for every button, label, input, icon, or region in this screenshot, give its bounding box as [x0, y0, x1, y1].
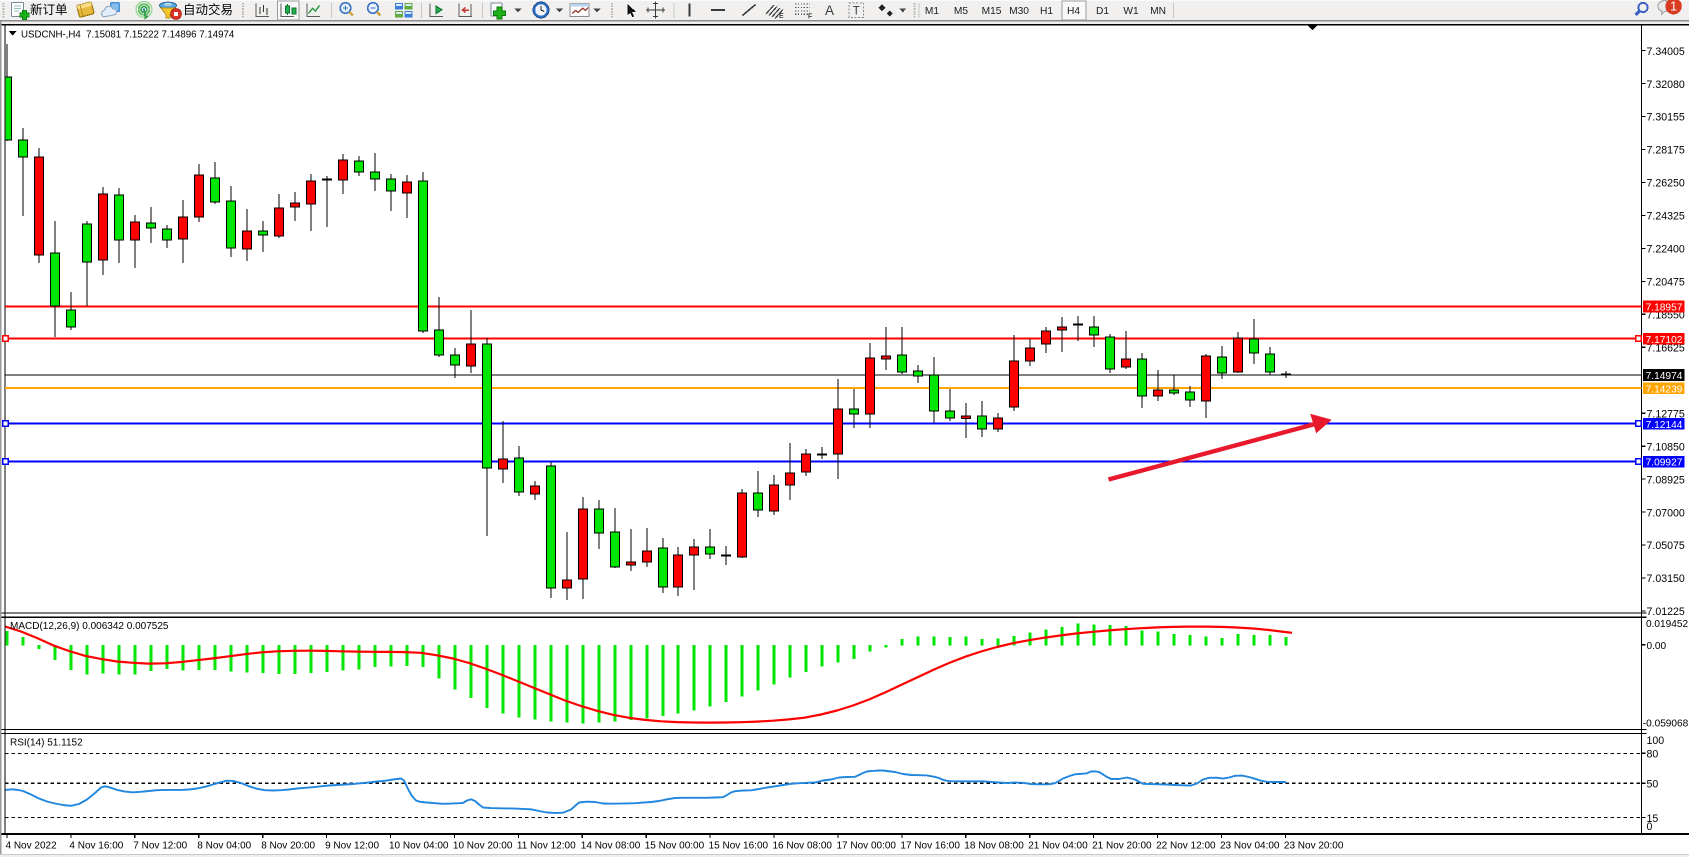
svg-text:15: 15 [1647, 813, 1659, 825]
svg-text:新订单: 新订单 [30, 2, 68, 17]
svg-text:4 Nov 2022: 4 Nov 2022 [6, 841, 58, 852]
svg-text:A: A [825, 3, 834, 18]
svg-text:7.22400: 7.22400 [1647, 244, 1685, 256]
svg-text:7.08925: 7.08925 [1647, 474, 1685, 486]
svg-text:17 Nov 00:00: 17 Nov 00:00 [837, 841, 897, 852]
svg-text:7.09927: 7.09927 [1646, 458, 1683, 469]
svg-text:自动交易: 自动交易 [183, 2, 233, 17]
svg-text:RSI(14) 51.1152: RSI(14) 51.1152 [10, 738, 83, 749]
svg-text:F: F [808, 14, 812, 21]
svg-text:100: 100 [1647, 735, 1665, 747]
svg-text:7.20475: 7.20475 [1647, 277, 1685, 289]
svg-text:E: E [779, 13, 784, 20]
svg-text:8 Nov 20:00: 8 Nov 20:00 [261, 841, 315, 852]
svg-text:7.07000: 7.07000 [1647, 507, 1685, 519]
svg-text:MACD(12,26,9) 0.006342 0.00752: MACD(12,26,9) 0.006342 0.007525 [10, 621, 169, 632]
svg-text:7.12144: 7.12144 [1646, 420, 1683, 431]
svg-text:8 Nov 04:00: 8 Nov 04:00 [197, 841, 251, 852]
svg-text:23 Nov 20:00: 23 Nov 20:00 [1284, 841, 1344, 852]
svg-text:15 Nov 16:00: 15 Nov 16:00 [709, 841, 769, 852]
svg-text:7.10850: 7.10850 [1647, 441, 1685, 453]
svg-text:0.019452: 0.019452 [1646, 619, 1688, 630]
svg-text:7.26250: 7.26250 [1647, 178, 1685, 190]
svg-text:9 Nov 12:00: 9 Nov 12:00 [325, 841, 379, 852]
svg-text:7.05075: 7.05075 [1647, 540, 1685, 552]
svg-text:7.14239: 7.14239 [1646, 384, 1683, 395]
svg-text:7.24325: 7.24325 [1647, 211, 1685, 223]
svg-text:7.16625: 7.16625 [1647, 343, 1685, 355]
svg-text:1: 1 [1670, 0, 1677, 14]
svg-text:7.03150: 7.03150 [1647, 573, 1685, 585]
svg-text:7.30155: 7.30155 [1647, 112, 1685, 124]
svg-text:50: 50 [1647, 779, 1659, 791]
svg-text:7 Nov 12:00: 7 Nov 12:00 [133, 841, 187, 852]
svg-text:10 Nov 20:00: 10 Nov 20:00 [453, 841, 513, 852]
svg-text:M30: M30 [1009, 6, 1029, 17]
svg-text:21 Nov 20:00: 21 Nov 20:00 [1092, 841, 1152, 852]
svg-text:21 Nov 04:00: 21 Nov 04:00 [1028, 841, 1088, 852]
svg-text:14 Nov 08:00: 14 Nov 08:00 [581, 841, 641, 852]
svg-text:16 Nov 08:00: 16 Nov 08:00 [773, 841, 833, 852]
svg-text:7.17102: 7.17102 [1646, 335, 1683, 346]
svg-text:7.01225: 7.01225 [1647, 606, 1685, 618]
svg-text:0.00: 0.00 [1647, 641, 1667, 652]
svg-text:7.14974: 7.14974 [1646, 371, 1683, 382]
svg-text:D1: D1 [1096, 6, 1109, 17]
svg-text:4 Nov 16:00: 4 Nov 16:00 [69, 841, 123, 852]
svg-text:M5: M5 [954, 6, 968, 17]
svg-text:USDCNH-,H4 7.15081 7.15222 7.: USDCNH-,H4 7.15081 7.15222 7.14896 7.149… [21, 30, 235, 41]
svg-text:80: 80 [1647, 748, 1659, 760]
svg-text:22 Nov 12:00: 22 Nov 12:00 [1156, 841, 1216, 852]
svg-text:0: 0 [1647, 821, 1653, 833]
svg-text:10 Nov 04:00: 10 Nov 04:00 [389, 841, 449, 852]
svg-text:H4: H4 [1067, 6, 1080, 17]
svg-text:15 Nov 00:00: 15 Nov 00:00 [645, 841, 705, 852]
svg-text:T: T [853, 5, 860, 17]
svg-text:7.12775: 7.12775 [1647, 408, 1685, 420]
svg-text:17 Nov 16:00: 17 Nov 16:00 [900, 841, 960, 852]
svg-text:M15: M15 [982, 6, 1002, 17]
svg-text:7.34005: 7.34005 [1647, 46, 1685, 58]
svg-text:M1: M1 [925, 6, 939, 17]
svg-text:18 Nov 08:00: 18 Nov 08:00 [964, 841, 1024, 852]
svg-text:7.28175: 7.28175 [1647, 145, 1685, 157]
svg-text:7.32080: 7.32080 [1647, 79, 1685, 91]
svg-text:W1: W1 [1123, 6, 1139, 17]
svg-text:MN: MN [1150, 6, 1166, 17]
svg-text:7.18550: 7.18550 [1647, 310, 1685, 322]
svg-text:23 Nov 04:00: 23 Nov 04:00 [1220, 841, 1280, 852]
svg-text:7.18957: 7.18957 [1646, 303, 1683, 314]
svg-text:-0.059068: -0.059068 [1643, 719, 1689, 730]
svg-text:H1: H1 [1040, 6, 1053, 17]
svg-text:11 Nov 12:00: 11 Nov 12:00 [517, 841, 576, 852]
